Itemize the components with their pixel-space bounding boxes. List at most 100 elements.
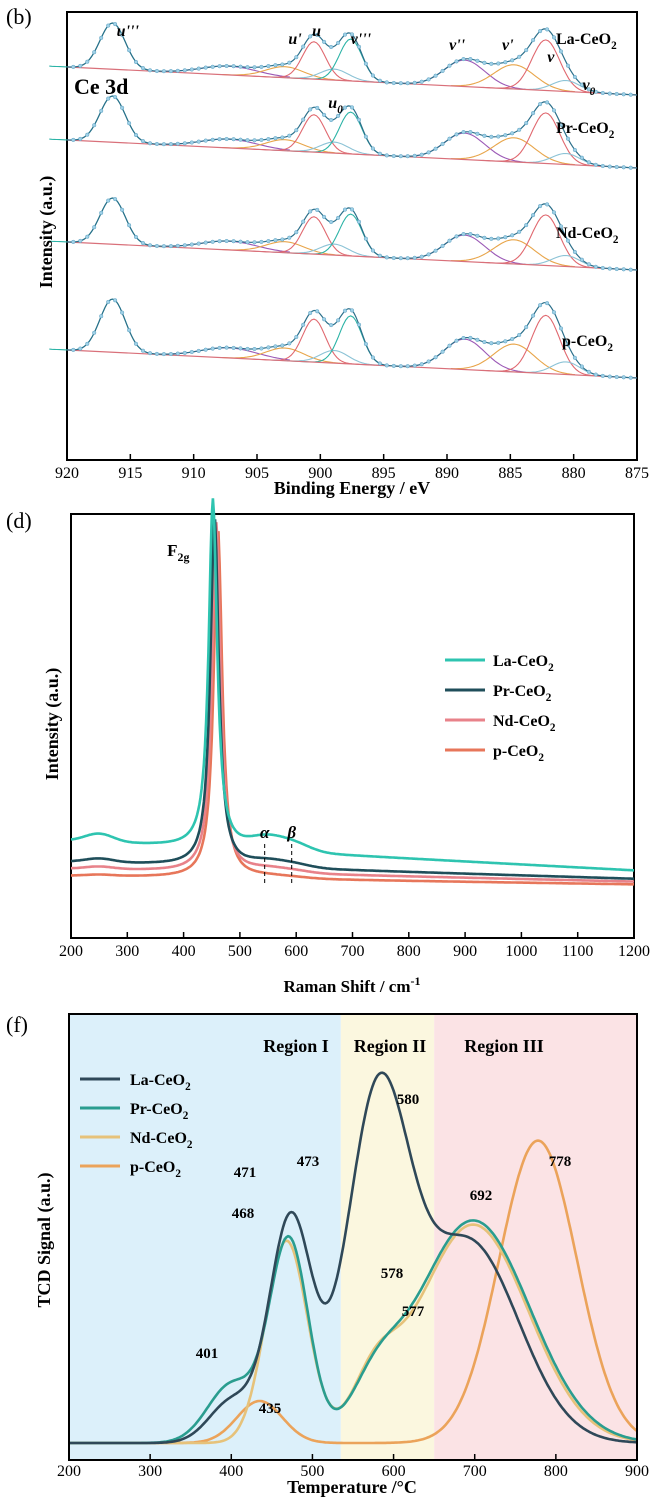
xps-data-point [363, 236, 368, 241]
xps-data-point [106, 198, 111, 203]
xps-data-point [133, 132, 139, 138]
xps-data-point [287, 133, 292, 138]
xps-data-point [356, 44, 362, 49]
legend-label: p-CeO2 [493, 743, 544, 764]
xps-data-point [217, 345, 222, 350]
xps-data-point [447, 136, 452, 141]
xps-data-point [377, 78, 382, 83]
xps-data-point [245, 65, 250, 70]
xps-data-point [419, 362, 424, 367]
x-tick-label: 600 [284, 943, 308, 960]
xps-data-point [127, 48, 132, 53]
xps-data-point [127, 121, 132, 126]
xps-data-point [266, 137, 271, 142]
peak-label: u''' [117, 23, 140, 40]
panel-f-legend: La-CeO2 Pr-CeO2 Nd-CeO2 p-CeO2 [80, 1072, 193, 1180]
xps-data-point [266, 345, 271, 350]
panel-b-frame [66, 11, 638, 461]
raman-series-p-ceo2 [71, 531, 634, 886]
xps-data-point [294, 55, 299, 60]
xps-data-point [210, 137, 215, 142]
xps-data-point [531, 313, 536, 318]
panel-d-ylabel: Intensity (a.u.) [42, 668, 63, 781]
xps-data-point [510, 131, 515, 136]
panel-d-xlabel: Raman Shift / cm-1 [283, 974, 420, 996]
xps-data-point [440, 349, 445, 354]
x-tick-label: 500 [300, 1463, 324, 1480]
x-tick-label: 900 [453, 943, 477, 960]
xps-data-point [433, 146, 438, 151]
xps-data-point [356, 117, 362, 122]
xps-data-point [579, 257, 584, 262]
xps-data-point [231, 137, 236, 142]
legend-label: Pr-CeO2 [493, 683, 552, 704]
tpr-peak-label: 468 [232, 1206, 255, 1222]
xps-data-point [503, 60, 508, 65]
xps-data-point [468, 232, 473, 237]
xps-data-point [78, 63, 83, 68]
xps-data-point [308, 209, 313, 214]
xps-data-point [196, 241, 201, 246]
xps-data-point [607, 164, 612, 169]
peak-label: u' [288, 31, 302, 48]
xps-data-point [287, 235, 292, 240]
legend-label: p-CeO2 [130, 1159, 181, 1180]
xps-data-point [524, 121, 529, 126]
xps-data-point [175, 243, 180, 248]
spectrum-label: Ce 3d [74, 74, 128, 99]
x-tick-label: 600 [382, 1463, 406, 1480]
raman-mode-label: β [286, 823, 296, 842]
xps-data-point [517, 127, 522, 132]
xps-data-point [147, 243, 153, 248]
xps-data-point [336, 40, 341, 45]
xps-data-point [454, 59, 459, 64]
xps-data-point [71, 239, 76, 244]
xps-data-point [447, 238, 452, 243]
xps-data-point [322, 112, 327, 117]
xps-data-point [517, 229, 522, 234]
xps-data-point [301, 44, 306, 49]
xps-data-point [391, 80, 396, 86]
peak-label: v0 [583, 77, 596, 98]
xps-component-curve [221, 66, 346, 82]
xps-data-point [301, 322, 306, 327]
xps-data-point [210, 64, 215, 69]
x-tick-label: 900 [625, 1463, 649, 1480]
xps-data-point [280, 343, 285, 348]
xps-data-point [391, 153, 396, 159]
xps-data-point [329, 117, 334, 123]
xps-data-point [71, 347, 76, 352]
xps-data-point [572, 147, 577, 153]
xps-data-point [496, 340, 501, 345]
x-tick-label: 300 [115, 943, 139, 960]
xps-data-point [370, 248, 375, 253]
xps-data-point [468, 335, 473, 340]
xps-data-point [106, 96, 111, 101]
xps-component-curve [450, 137, 575, 166]
x-tick-label: 875 [625, 465, 649, 482]
xps-data-point [92, 123, 97, 128]
xps-data-point [572, 74, 577, 80]
xps-data-point [621, 165, 626, 170]
panel-b-ylabel: Intensity (a.u.) [36, 176, 57, 289]
xps-data-point [628, 92, 633, 97]
xps-data-point [538, 204, 543, 209]
xps-data-point [203, 347, 208, 352]
xps-data-point [356, 322, 362, 327]
xps-data-point [259, 64, 264, 69]
x-tick-label: 885 [498, 465, 522, 482]
xps-data-point [628, 375, 633, 380]
xps-data-point [426, 77, 431, 82]
xps-data-point [252, 346, 257, 352]
tpr-peak-label: 473 [297, 1154, 320, 1170]
xps-data-point [182, 243, 187, 248]
panel-b-ticks: 920 915 910 905 900 895 890 885 880 875 [55, 454, 649, 482]
xps-data-point [78, 238, 83, 243]
xps-data-point [329, 323, 334, 328]
xps-data-point [280, 62, 285, 67]
xps-data-point [301, 219, 306, 224]
xps-data-point [440, 141, 445, 146]
xps-data-point [586, 369, 591, 374]
peak-label: v' [502, 37, 514, 54]
xps-data-point [600, 373, 605, 378]
